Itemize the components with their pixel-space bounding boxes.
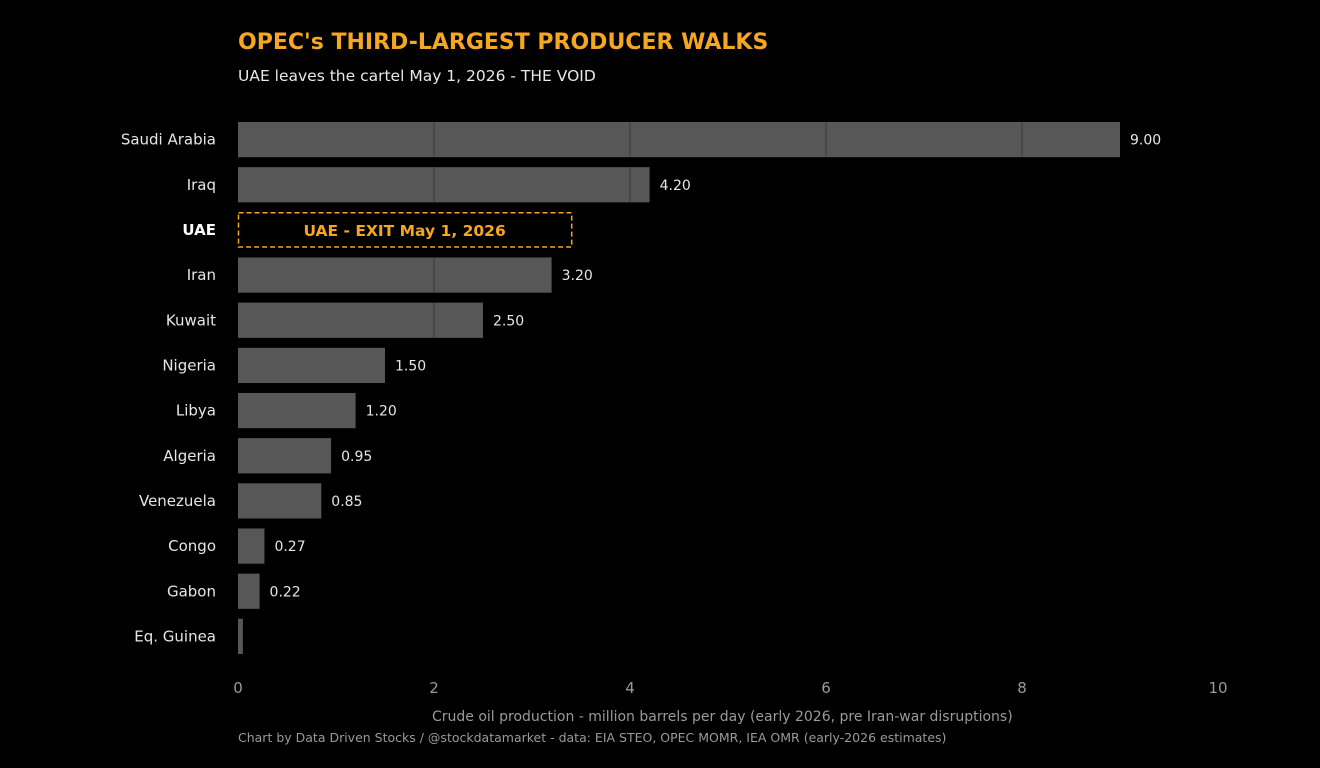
- chart-credit: Chart by Data Driven Stocks / @stockdata…: [238, 730, 947, 745]
- bar-iran: [238, 257, 552, 293]
- value-label: 2.50: [493, 313, 524, 329]
- uae-exit-label: UAE - EXIT May 1, 2026: [303, 222, 505, 240]
- bar-chart: Saudi Arabia Iraq UAE Iran Kuwait Nigeria Liby…: [120, 121, 1228, 697]
- bar-kuwait: [238, 302, 483, 338]
- bar-congo: [238, 528, 265, 564]
- value-label: 0.85: [331, 494, 362, 510]
- value-label: 1.50: [395, 358, 426, 374]
- category-label: Iraq: [187, 176, 216, 194]
- category-label: Libya: [176, 402, 216, 420]
- category-label: Algeria: [163, 447, 216, 465]
- x-tick-label: 0: [233, 679, 243, 697]
- category-label: Saudi Arabia: [121, 131, 216, 149]
- bar-eq-guinea: [238, 618, 243, 655]
- category-label: Venezuela: [139, 492, 216, 510]
- category-label: Congo: [168, 537, 216, 555]
- category-label: Gabon: [167, 582, 216, 600]
- x-tick-label: 4: [625, 679, 635, 697]
- bar-algeria: [238, 438, 332, 474]
- x-tick-label: 2: [429, 679, 439, 697]
- bar-iraq: [238, 167, 650, 203]
- chart-subtitle: UAE leaves the cartel May 1, 2026 - THE …: [238, 67, 596, 85]
- value-label: 0.95: [341, 449, 372, 465]
- category-label: Nigeria: [162, 356, 216, 374]
- bar-gabon: [238, 573, 260, 609]
- x-tick-label: 6: [821, 679, 831, 697]
- value-label: 0.27: [274, 539, 305, 555]
- bar-libya: [238, 392, 356, 429]
- category-label: UAE: [182, 221, 216, 239]
- value-label: 4.20: [660, 178, 691, 194]
- category-label: Eq. Guinea: [134, 627, 216, 645]
- category-label: Iran: [187, 266, 216, 284]
- bar-saudi-arabia: [238, 121, 1120, 158]
- value-label: 9.00: [1130, 133, 1161, 149]
- x-axis-label: Crude oil production - million barrels p…: [432, 709, 1013, 725]
- value-label: 3.20: [562, 268, 593, 284]
- x-tick-label: 10: [1208, 679, 1227, 697]
- chart-title: OPEC's THIRD-LARGEST PRODUCER WALKS: [238, 30, 769, 55]
- bar-venezuela: [238, 483, 322, 519]
- x-tick-label: 8: [1017, 679, 1027, 697]
- value-label: 0.22: [270, 584, 301, 600]
- category-label: Kuwait: [166, 311, 216, 329]
- value-label: 1.20: [366, 404, 397, 420]
- bar-nigeria: [238, 347, 385, 384]
